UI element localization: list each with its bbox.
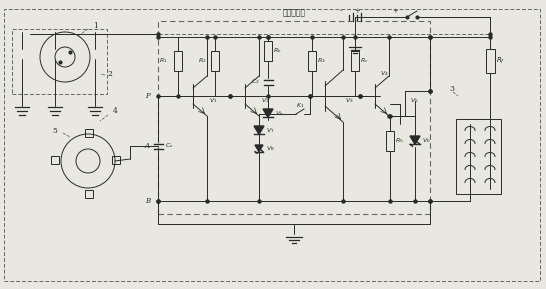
- Text: $R_1$: $R_1$: [159, 57, 168, 65]
- Bar: [485, 49, 495, 73]
- Text: 4: 4: [112, 107, 117, 115]
- Bar: [211, 51, 219, 71]
- Text: $V_6$: $V_6$: [422, 136, 431, 145]
- Text: $V_b$: $V_b$: [275, 110, 284, 118]
- Text: $V_7$: $V_7$: [266, 127, 275, 136]
- Text: +: +: [392, 7, 398, 15]
- Text: +: +: [354, 7, 360, 15]
- Text: A: A: [145, 142, 150, 150]
- Text: $R_k$: $R_k$: [273, 47, 282, 55]
- Bar: [386, 131, 394, 151]
- Bar: [158, 21, 430, 214]
- Text: $V_2$: $V_2$: [261, 97, 270, 105]
- Text: B: B: [145, 197, 150, 205]
- Bar: [12, 29, 107, 94]
- Bar: [112, 156, 120, 164]
- Text: 5: 5: [52, 127, 57, 135]
- Bar: [174, 51, 182, 71]
- Text: 电子放大器: 电子放大器: [282, 9, 306, 17]
- Text: 3: 3: [449, 85, 454, 93]
- Text: $C_2$: $C_2$: [251, 77, 260, 86]
- Bar: [351, 51, 359, 71]
- Polygon shape: [263, 109, 273, 117]
- Text: $R_2$: $R_2$: [198, 57, 207, 65]
- Text: $R_5$: $R_5$: [395, 136, 404, 145]
- Bar: [456, 119, 501, 194]
- Bar: [308, 51, 316, 71]
- Polygon shape: [255, 145, 263, 152]
- Text: $K_1$: $K_1$: [296, 101, 304, 110]
- Text: $V_4$: $V_4$: [380, 70, 389, 78]
- Text: $V_5$: $V_5$: [410, 97, 419, 105]
- Polygon shape: [410, 136, 420, 144]
- Text: $R_3$: $R_3$: [317, 57, 326, 65]
- Bar: [264, 41, 272, 61]
- Text: 2: 2: [108, 70, 112, 78]
- Text: P: P: [145, 92, 150, 100]
- Bar: [51, 156, 59, 164]
- Text: $R_f$: $R_f$: [496, 56, 505, 66]
- Text: $C_s$: $C_s$: [165, 142, 174, 151]
- Bar: [85, 129, 93, 137]
- Text: $V_1$: $V_1$: [209, 97, 218, 105]
- Text: $V_3$: $V_3$: [345, 97, 354, 105]
- Text: $V_8$: $V_8$: [266, 144, 275, 153]
- Text: 1: 1: [93, 22, 98, 30]
- Polygon shape: [254, 126, 264, 134]
- Text: $R_c$: $R_c$: [360, 57, 369, 65]
- Text: -: -: [340, 7, 342, 15]
- Bar: [85, 190, 93, 198]
